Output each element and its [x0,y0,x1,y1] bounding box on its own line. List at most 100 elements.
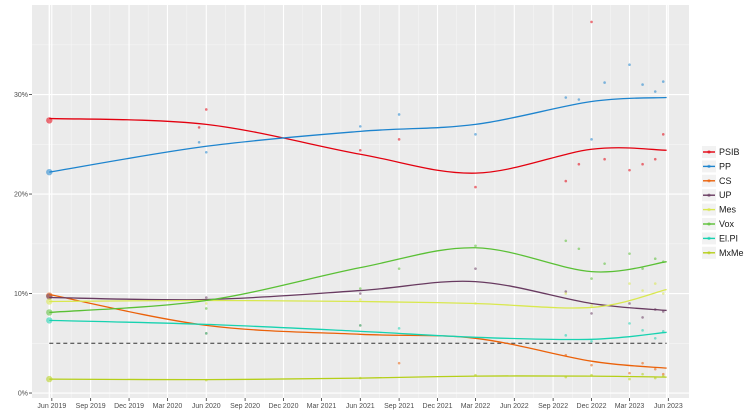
legend-label: El.PI [719,233,738,243]
legend-swatch-point [707,193,711,197]
poll-point-up [641,316,644,319]
poll-point-up [358,292,362,295]
poll-point-mes [661,292,665,295]
legend-swatch-point [707,251,711,255]
poll-point-pp [628,63,631,66]
x-tick-label: Mar 2022 [461,403,491,410]
poll-point-psib [628,168,631,172]
poll-point-pp [474,133,477,136]
poll-point-elpi [397,327,401,330]
poll-point-mxme [641,372,644,376]
poll-point-pp [653,90,657,93]
trend-line-elpi [49,319,667,341]
legend-label: UP [719,190,732,200]
poll-point-elpi [590,339,593,343]
x-tick-label: Jun 2020 [192,403,221,410]
y-tick-label: 0% [18,391,28,398]
poll-point-mes [590,304,593,307]
trend-line-cs [49,293,667,369]
poll-point-mes [564,292,568,295]
x-tick-label: Jun 2023 [654,403,683,410]
trend-line-vox [49,247,667,314]
poll-point-cs [641,361,644,365]
trend-line-up [49,280,667,312]
legend-swatch-point [707,222,711,226]
poll-point-up [204,296,208,299]
poll-point-mes [653,282,657,285]
poll-point-psib [197,126,201,129]
x-tick-label: Dec 2019 [114,403,144,410]
x-tick-label: Sep 2022 [538,403,568,410]
poll-point-pp [358,125,362,128]
poll-point-vox [577,247,581,251]
legend-label: Vox [719,219,735,229]
poll-point-pp [590,138,593,141]
y-tick-label: 10% [14,291,28,298]
x-tick-label: Sep 2021 [384,403,414,410]
legend-label: MxMe [719,248,744,258]
poll-point-elpi [564,334,568,337]
poll-point-cs [397,361,401,365]
poll-point-cs [628,371,631,375]
x-tick-label: Jun 2019 [37,403,66,410]
poll-point-psib [474,185,477,189]
x-tick-label: Mar 2023 [615,403,645,410]
poll-point-psib [661,133,665,136]
poll-point-mes [358,298,362,301]
trend-line-mes [49,288,667,309]
poll-point-mxme [628,377,631,381]
poll-point-pp [661,80,665,83]
poll-point-mes [204,302,208,305]
x-tick-label: Mar 2021 [307,403,337,410]
poll-point-psib [603,157,606,161]
poll-point-elpi [653,337,657,340]
poll-point-pp [641,83,644,86]
poll-point-psib [577,162,581,166]
poll-point-cs [661,372,665,376]
poll-point-vox [590,277,593,280]
poll-point-vox [204,307,208,310]
poll-point-vox [641,267,644,270]
poll-point-vox [653,257,657,261]
poll-point-elpi [641,329,644,332]
x-tick-label: Mar 2020 [153,403,183,410]
poll-point-elpi [204,332,208,335]
poll-point-pp [577,98,581,101]
poll-point-pp [397,113,401,116]
legend-swatch-point [707,164,711,168]
legend-label: Mes [719,205,737,215]
poll-point-psib [641,162,644,166]
x-tick-label: Sep 2019 [76,403,106,410]
trend-line-psib [49,117,667,174]
poll-point-vox [474,244,477,248]
poll-point-psib [358,148,362,152]
y-tick-label: 20% [14,192,28,199]
legend-label: PP [719,161,731,171]
poll-point-cs [590,363,593,367]
poll-point-mes [641,289,644,292]
poll-point-cs [653,367,657,371]
poll-point-pp [603,81,606,84]
x-tick-label: Dec 2022 [577,403,607,410]
poll-point-up [474,267,477,270]
y-tick-label: 30% [14,92,28,99]
x-tick-label: Dec 2021 [423,403,453,410]
poll-point-psib [653,157,657,161]
poll-point-elpi [628,322,631,325]
poll-point-vox [397,267,401,270]
poll-point-vox [603,262,606,265]
poll-point-up [628,302,631,305]
poll-point-up [564,290,568,293]
poll-point-psib [590,20,593,24]
legend-label: CS [719,176,732,186]
poll-point-pp [197,141,201,144]
trend-lines [49,96,667,381]
poll-point-vox [358,287,362,290]
poll-point-psib [397,138,401,141]
poll-point-psib [564,179,568,183]
legend-swatch-point [707,150,711,154]
poll-point-vox [628,252,631,256]
poll-point-up [590,312,593,315]
trend-line-pp [49,96,667,173]
